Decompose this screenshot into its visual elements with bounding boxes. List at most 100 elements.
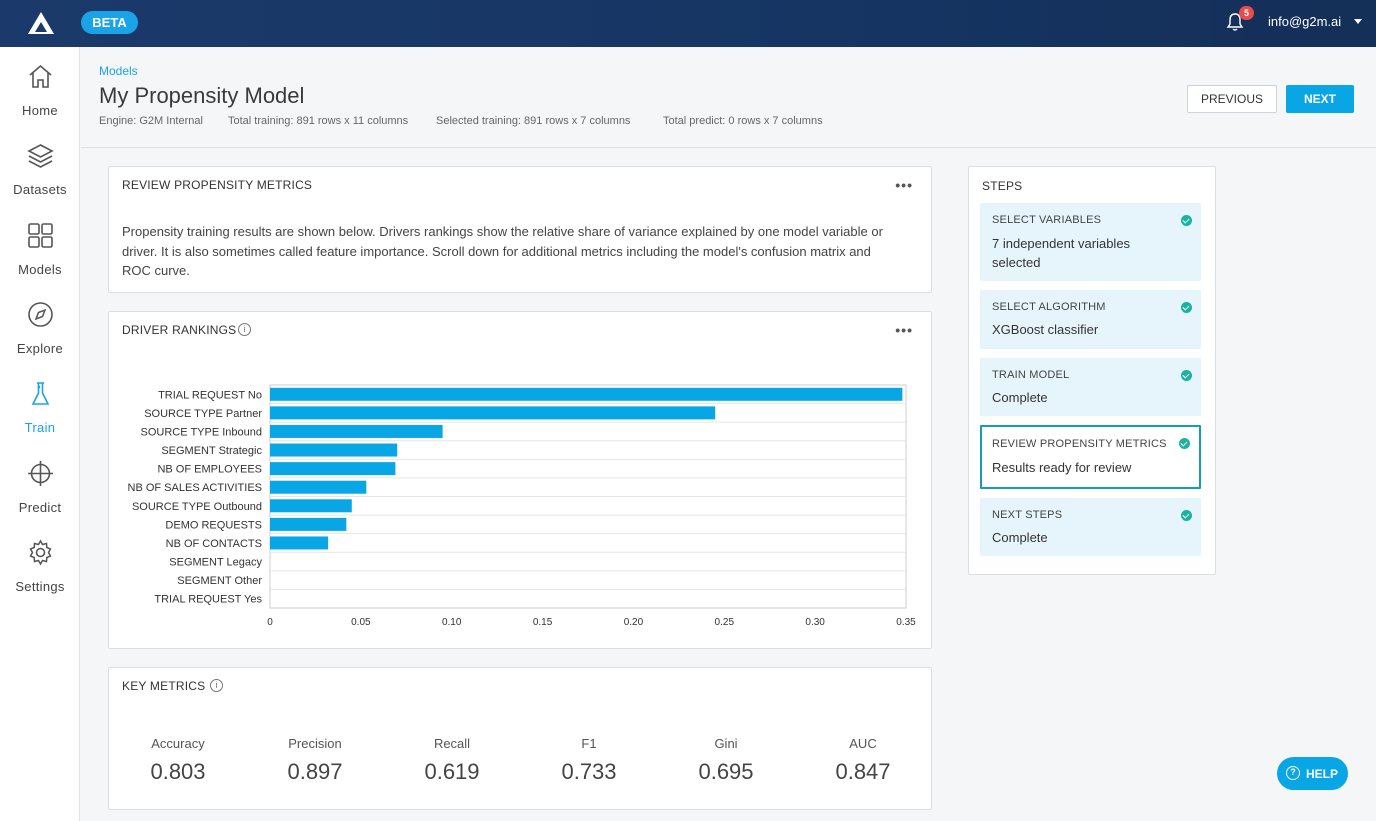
step-title: SELECT VARIABLES [992,214,1102,226]
info-icon[interactable]: i [238,323,251,336]
x-tick-label: 0.20 [624,617,644,628]
check-icon [1181,370,1192,381]
sidebar-item-datasets[interactable]: Datasets [0,138,80,208]
card-title: STEPS [982,179,1023,193]
app-logo-icon[interactable] [27,10,55,36]
sidebar-item-models[interactable]: Models [0,218,80,288]
step-value: Complete [992,530,1048,545]
category-label: NB OF EMPLOYEES [157,464,262,476]
bell-icon[interactable] [1226,12,1244,32]
gear-icon [29,539,52,566]
step-select-variables[interactable]: SELECT VARIABLES 7 independent variables… [980,203,1201,281]
metric-precision: Precision 0.897 [246,736,384,785]
sidebar-item-label: Train [24,420,56,435]
flask-icon [31,382,50,405]
previous-button[interactable]: PREVIOUS [1187,85,1277,113]
category-label: SEGMENT Strategic [161,445,262,457]
card-title: REVIEW PROPENSITY METRICS [122,178,313,192]
metric-label: Recall [433,736,471,751]
crosshair-icon [28,461,53,486]
sidebar-item-train[interactable]: Train [0,376,80,446]
step-value: 7 independent variables selected [992,236,1131,270]
bar [270,387,903,401]
metric-value: 0.695 [698,759,754,784]
category-label: TRIAL REQUEST Yes [154,594,262,606]
category-label: SOURCE TYPE Partner [144,408,262,420]
sidebar-item-home[interactable]: Home [0,59,80,129]
bar [270,424,443,438]
sidebar-item-label: Datasets [13,182,67,197]
metric-gini: Gini 0.695 [657,736,795,785]
step-value: XGBoost classifier [992,322,1099,337]
grid-icon [28,223,53,248]
sidebar-item-label: Models [18,262,62,277]
top-bar: BETA 5 info@g2m.ai [0,0,1376,47]
more-options-icon[interactable]: ••• [895,322,913,338]
metric-recall: Recall 0.619 [383,736,521,785]
notification-count-badge: 5 [1239,6,1254,20]
user-menu[interactable]: info@g2m.ai [1268,14,1342,29]
metric-value: 0.619 [424,759,480,784]
sidebar: Home Datasets Models Explore Train Predi… [0,47,80,821]
step-title: REVIEW PROPENSITY METRICS [992,438,1167,450]
bar [270,406,716,420]
sidebar-item-explore[interactable]: Explore [0,297,80,367]
metric-value: 0.733 [561,759,617,784]
total-training-info: Total training: 891 rows x 11 columns [228,115,409,127]
step-value: Results ready for review [992,460,1132,475]
category-label: NB OF CONTACTS [166,538,262,550]
x-tick-label: 0 [267,617,273,628]
x-tick-label: 0.10 [442,617,462,628]
breadcrumb[interactable]: Models [99,64,138,78]
metric-label: F1 [581,736,597,751]
metric-value: 0.897 [287,759,343,784]
sidebar-item-predict[interactable]: Predict [0,456,80,526]
step-train-model[interactable]: TRAIN MODEL Complete [980,358,1201,416]
sidebar-item-label: Home [22,103,58,118]
check-icon [1179,438,1190,449]
category-label: NB OF SALES ACTIVITIES [128,482,262,494]
sidebar-item-label: Explore [16,341,64,356]
key-metrics-card: KEY METRICS i Accuracy 0.803 Precision 0… [108,667,932,810]
bar [270,443,398,457]
step-select-algorithm[interactable]: SELECT ALGORITHM XGBoost classifier [980,290,1201,349]
x-tick-label: 0.15 [533,617,553,628]
sidebar-item-settings[interactable]: Settings [0,535,80,605]
metric-f1: F1 0.733 [520,736,658,785]
more-options-icon[interactable]: ••• [895,177,913,193]
x-tick-label: 0.30 [805,617,825,628]
category-label: SOURCE TYPE Outbound [132,501,262,513]
metric-label: Accuracy [151,736,205,751]
check-icon [1181,510,1192,521]
info-icon[interactable]: i [210,679,223,692]
help-button[interactable]: ? HELP [1277,757,1348,790]
step-review-propensity-metrics[interactable]: REVIEW PROPENSITY METRICS Results ready … [980,425,1201,489]
beta-badge: BETA [81,11,138,34]
total-predict-info: Total predict: 0 rows x 7 columns [663,115,823,127]
metric-auc: AUC 0.847 [794,736,932,785]
next-button[interactable]: NEXT [1286,85,1354,113]
step-value: Complete [992,390,1048,405]
x-tick-label: 0.35 [896,617,916,628]
x-tick-label: 0.05 [351,617,371,628]
step-next-steps[interactable]: NEXT STEPS Complete [980,498,1201,556]
engine-info: Engine: G2M Internal [99,115,203,127]
bar [270,536,329,550]
driver-rankings-chart: TRIAL REQUEST No SOURCE TYPE Partner SOURC… [128,384,916,628]
compass-icon [28,302,53,327]
step-title: NEXT STEPS [992,509,1063,521]
page-header: Models My Propensity Model Engine: G2M I… [81,47,1376,148]
page-title: My Propensity Model [99,83,305,108]
category-label: DEMO REQUESTS [165,519,262,531]
x-tick-label: 0.25 [715,617,735,628]
category-label: SOURCE TYPE Inbound [141,426,262,438]
chevron-down-icon[interactable] [1354,19,1362,24]
metric-value: 0.803 [150,759,206,784]
question-icon: ? [1286,766,1300,780]
metric-label: Gini [714,736,738,751]
help-label: HELP [1306,767,1339,781]
selected-training-info: Selected training: 891 rows x 7 columns [436,115,631,127]
bar [270,517,347,531]
category-label: SEGMENT Other [177,575,262,587]
sidebar-item-label: Predict [18,500,62,515]
